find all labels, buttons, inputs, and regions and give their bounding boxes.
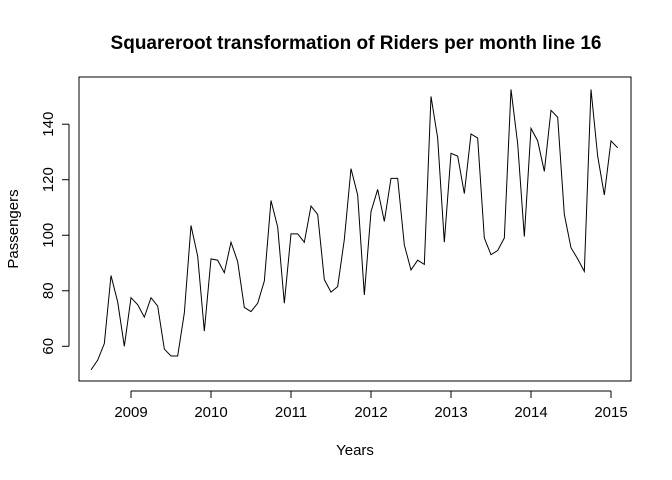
series-line [90,89,619,371]
x-tick-label: 2009 [114,404,147,421]
x-tick-label: 2011 [275,404,307,421]
y-tick-label: 120 [40,167,57,192]
y-axis: 60 80 100 120 140 [40,112,70,355]
y-tick-label: 60 [40,338,57,355]
x-tick-label: 2013 [434,404,467,421]
y-axis-label: Passengers [5,189,22,268]
series-layer [90,89,619,371]
x-tick-label: 2012 [354,404,387,421]
x-tick-label: 2010 [194,404,227,421]
y-tick-label: 140 [40,112,57,137]
x-tick-label: 2015 [594,404,627,421]
x-axis: 2009 2010 2011 2012 2013 2014 2015 [114,390,628,421]
y-tick-label: 80 [40,282,57,299]
chart-title: Squareroot transformation of Riders per … [111,33,602,54]
y-tick-label: 100 [40,223,57,248]
x-axis-label: Years [336,442,374,459]
plot-frame [78,76,632,382]
x-tick-label: 2014 [514,404,547,421]
